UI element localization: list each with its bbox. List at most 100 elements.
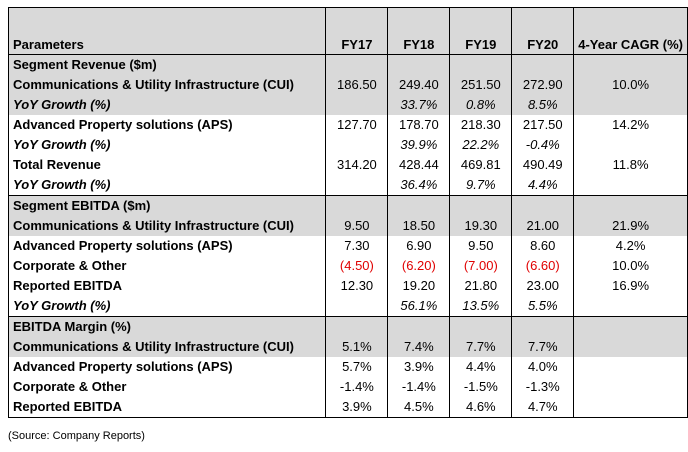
row-label: Total Revenue — [7, 155, 327, 175]
cell-fy20: 23.00 — [511, 276, 575, 296]
row-label: Advanced Property solutions (APS) — [7, 115, 327, 135]
header-fy17: FY17 — [325, 7, 389, 55]
cell-cagr: 11.8% — [573, 155, 688, 175]
cell-fy17: -1.4% — [325, 377, 389, 397]
table-row: Corporate & Other (4.50) (6.20) (7.00) (… — [7, 256, 688, 276]
row-label: Corporate & Other — [7, 256, 327, 276]
cell-cagr: 4.2% — [573, 236, 688, 256]
section-revenue-row: Segment Revenue ($m) — [7, 54, 688, 75]
cell-fy19: 9.7% — [449, 175, 513, 196]
row-label: YoY Growth (%) — [7, 296, 327, 317]
cell-fy20: 4.7% — [511, 397, 575, 418]
cell-fy17: 5.7% — [325, 357, 389, 377]
cell-fy20: 8.5% — [511, 95, 575, 115]
cell-cagr — [573, 95, 688, 115]
row-label: Corporate & Other — [7, 377, 327, 397]
cell-fy19: (7.00) — [449, 256, 513, 276]
cell-fy19: 21.80 — [449, 276, 513, 296]
cell-cagr: 16.9% — [573, 276, 688, 296]
cell-cagr — [573, 357, 688, 377]
cell-fy20: -1.3% — [511, 377, 575, 397]
section-margin-row: EBITDA Margin (%) — [7, 316, 688, 337]
cell-fy19: 4.6% — [449, 397, 513, 418]
cell-fy18: 56.1% — [387, 296, 451, 317]
header-fy18: FY18 — [387, 7, 451, 55]
cell-cagr — [573, 377, 688, 397]
cell-fy20: -0.4% — [511, 135, 575, 155]
cell-fy18: 19.20 — [387, 276, 451, 296]
row-label: Communications & Utility Infrastructure … — [7, 75, 327, 95]
row-label: Communications & Utility Infrastructure … — [7, 216, 327, 236]
row-label: YoY Growth (%) — [7, 135, 327, 155]
cell-fy18: 36.4% — [387, 175, 451, 196]
header-fy19: FY19 — [449, 7, 513, 55]
table-row: Communications & Utility Infrastructure … — [7, 337, 688, 357]
cell-fy17: 3.9% — [325, 397, 389, 418]
cell-fy19: 469.81 — [449, 155, 513, 175]
financial-table: Parameters FY17 FY18 FY19 FY20 4-Year CA… — [7, 7, 688, 418]
cell-fy20: 4.0% — [511, 357, 575, 377]
table-row: Advanced Property solutions (APS) 127.70… — [7, 115, 688, 135]
table-row: Total Revenue 314.20 428.44 469.81 490.4… — [7, 155, 688, 175]
cell-fy17: 127.70 — [325, 115, 389, 135]
cell-fy20: 217.50 — [511, 115, 575, 135]
cell-fy18: 178.70 — [387, 115, 451, 135]
cell-cagr — [573, 135, 688, 155]
cell-fy19: 7.7% — [449, 337, 513, 357]
cell-fy17: 12.30 — [325, 276, 389, 296]
cell-fy18: 39.9% — [387, 135, 451, 155]
table-row: Communications & Utility Infrastructure … — [7, 216, 688, 236]
cell-fy18: 3.9% — [387, 357, 451, 377]
table-row: YoY Growth (%) 39.9% 22.2% -0.4% — [7, 135, 688, 155]
cell-fy20: 4.4% — [511, 175, 575, 196]
cell-cagr: 10.0% — [573, 75, 688, 95]
cell-fy19: 22.2% — [449, 135, 513, 155]
cell-cagr — [573, 296, 688, 317]
section-title: EBITDA Margin (%) — [7, 316, 327, 337]
cell-cagr: 21.9% — [573, 216, 688, 236]
cell-fy17: 9.50 — [325, 216, 389, 236]
cell-fy17 — [325, 95, 389, 115]
cell-fy20: 8.60 — [511, 236, 575, 256]
table-row: Advanced Property solutions (APS) 7.30 6… — [7, 236, 688, 256]
table-row: Reported EBITDA 12.30 19.20 21.80 23.00 … — [7, 276, 688, 296]
section-ebitda-row: Segment EBITDA ($m) — [7, 195, 688, 216]
cell-fy17: 7.30 — [325, 236, 389, 256]
table-row: Advanced Property solutions (APS) 5.7% 3… — [7, 357, 688, 377]
cell-fy18: 18.50 — [387, 216, 451, 236]
cell-fy18: 4.5% — [387, 397, 451, 418]
cell-cagr: 14.2% — [573, 115, 688, 135]
cell-fy17 — [325, 296, 389, 317]
header-fy20: FY20 — [511, 7, 575, 55]
cell-fy18: 33.7% — [387, 95, 451, 115]
table-row: YoY Growth (%) 56.1% 13.5% 5.5% — [7, 296, 688, 317]
cell-fy18: 428.44 — [387, 155, 451, 175]
cell-fy20: (6.60) — [511, 256, 575, 276]
cell-fy19: 9.50 — [449, 236, 513, 256]
cell-fy17: 5.1% — [325, 337, 389, 357]
cell-cagr — [573, 337, 688, 357]
cell-fy19: 251.50 — [449, 75, 513, 95]
financial-table-container: Parameters FY17 FY18 FY19 FY20 4-Year CA… — [7, 7, 688, 418]
cell-fy17 — [325, 135, 389, 155]
cell-fy19: -1.5% — [449, 377, 513, 397]
table-row: Corporate & Other -1.4% -1.4% -1.5% -1.3… — [7, 377, 688, 397]
row-label: Advanced Property solutions (APS) — [7, 357, 327, 377]
cell-cagr — [573, 397, 688, 418]
cell-fy20: 5.5% — [511, 296, 575, 317]
cell-fy19: 0.8% — [449, 95, 513, 115]
cell-cagr — [573, 175, 688, 196]
table-row: Communications & Utility Infrastructure … — [7, 75, 688, 95]
source-note: (Source: Company Reports) — [8, 430, 145, 442]
cell-cagr: 10.0% — [573, 256, 688, 276]
cell-fy18: -1.4% — [387, 377, 451, 397]
cell-fy17 — [325, 175, 389, 196]
section-title: Segment Revenue ($m) — [7, 54, 327, 75]
cell-fy19: 19.30 — [449, 216, 513, 236]
cell-fy19: 4.4% — [449, 357, 513, 377]
cell-fy20: 21.00 — [511, 216, 575, 236]
table-row: YoY Growth (%) 33.7% 0.8% 8.5% — [7, 95, 688, 115]
row-label: Advanced Property solutions (APS) — [7, 236, 327, 256]
table-row: Reported EBITDA 3.9% 4.5% 4.6% 4.7% — [7, 397, 688, 418]
header-parameters: Parameters — [7, 7, 327, 55]
